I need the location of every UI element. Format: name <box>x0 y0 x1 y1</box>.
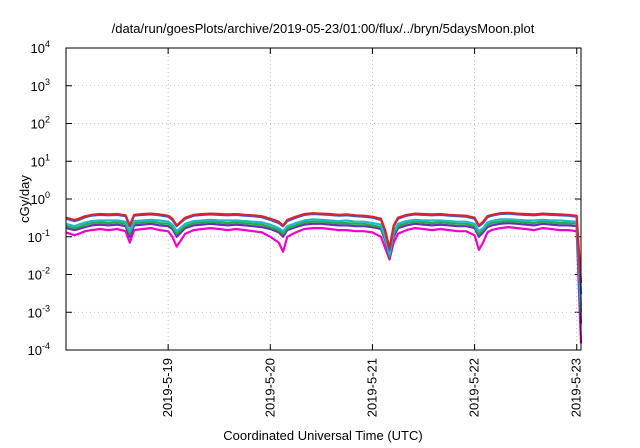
x-axis-label: Coordinated Universal Time (UTC) <box>223 428 422 443</box>
y-tick-exponent: 3 <box>45 77 50 87</box>
y-tick-label: 102 <box>31 115 50 132</box>
y-tick-base: 10 <box>28 343 42 358</box>
y-tick-exponent: -2 <box>42 266 50 276</box>
grid <box>66 47 581 351</box>
series-line <box>65 226 583 344</box>
y-tick-exponent: 0 <box>45 190 50 200</box>
x-tick-label: 2019-5-22 <box>467 358 482 417</box>
y-tick-label: 101 <box>31 152 50 169</box>
series-group <box>65 211 583 344</box>
series-line <box>65 220 583 313</box>
y-tick-exponent: -4 <box>42 341 50 351</box>
series-line <box>65 212 583 295</box>
y-tick-label: 10-1 <box>28 228 50 245</box>
series-line <box>65 211 583 283</box>
y-tick-exponent: -1 <box>42 228 50 238</box>
y-tick-label: 10-2 <box>28 266 50 283</box>
y-tick-exponent: -3 <box>42 303 50 313</box>
x-tick-label: 2019-5-20 <box>262 358 277 417</box>
y-tick-base: 10 <box>28 230 42 245</box>
y-tick-base: 10 <box>28 305 42 320</box>
y-tick-base: 10 <box>31 117 45 132</box>
y-tick-label: 10-3 <box>28 303 50 320</box>
y-tick-base: 10 <box>31 41 45 56</box>
series-line <box>65 222 583 324</box>
y-tick-label: 104 <box>31 39 50 56</box>
x-tick-label: 2019-5-19 <box>160 358 175 417</box>
y-tick-label: 103 <box>31 77 50 94</box>
y-axis-label: cGy/day <box>17 175 32 223</box>
y-tick-base: 10 <box>31 192 45 207</box>
y-tick-base: 10 <box>28 268 42 283</box>
x-tick-label: 2019-5-23 <box>569 358 584 417</box>
y-tick-exponent: 4 <box>45 39 50 49</box>
x-tick-labels: 2019-5-19 2019-5-20 2019-5-21 2019-5-22 2019… <box>160 358 584 417</box>
y-tick-label: 10-4 <box>28 341 50 358</box>
y-tick-base: 10 <box>31 79 45 94</box>
x-tick-label: 2019-5-21 <box>364 358 379 417</box>
series-line <box>65 218 583 306</box>
y-tick-base: 10 <box>31 154 45 169</box>
plot-frame <box>65 47 582 351</box>
y-tick-exponent: 2 <box>45 115 50 125</box>
chart-title: /data/run/goesPlots/archive/2019-05-23/0… <box>112 21 535 36</box>
y-tick-label: 100 <box>31 190 50 207</box>
y-tick-exponent: 1 <box>45 152 50 162</box>
